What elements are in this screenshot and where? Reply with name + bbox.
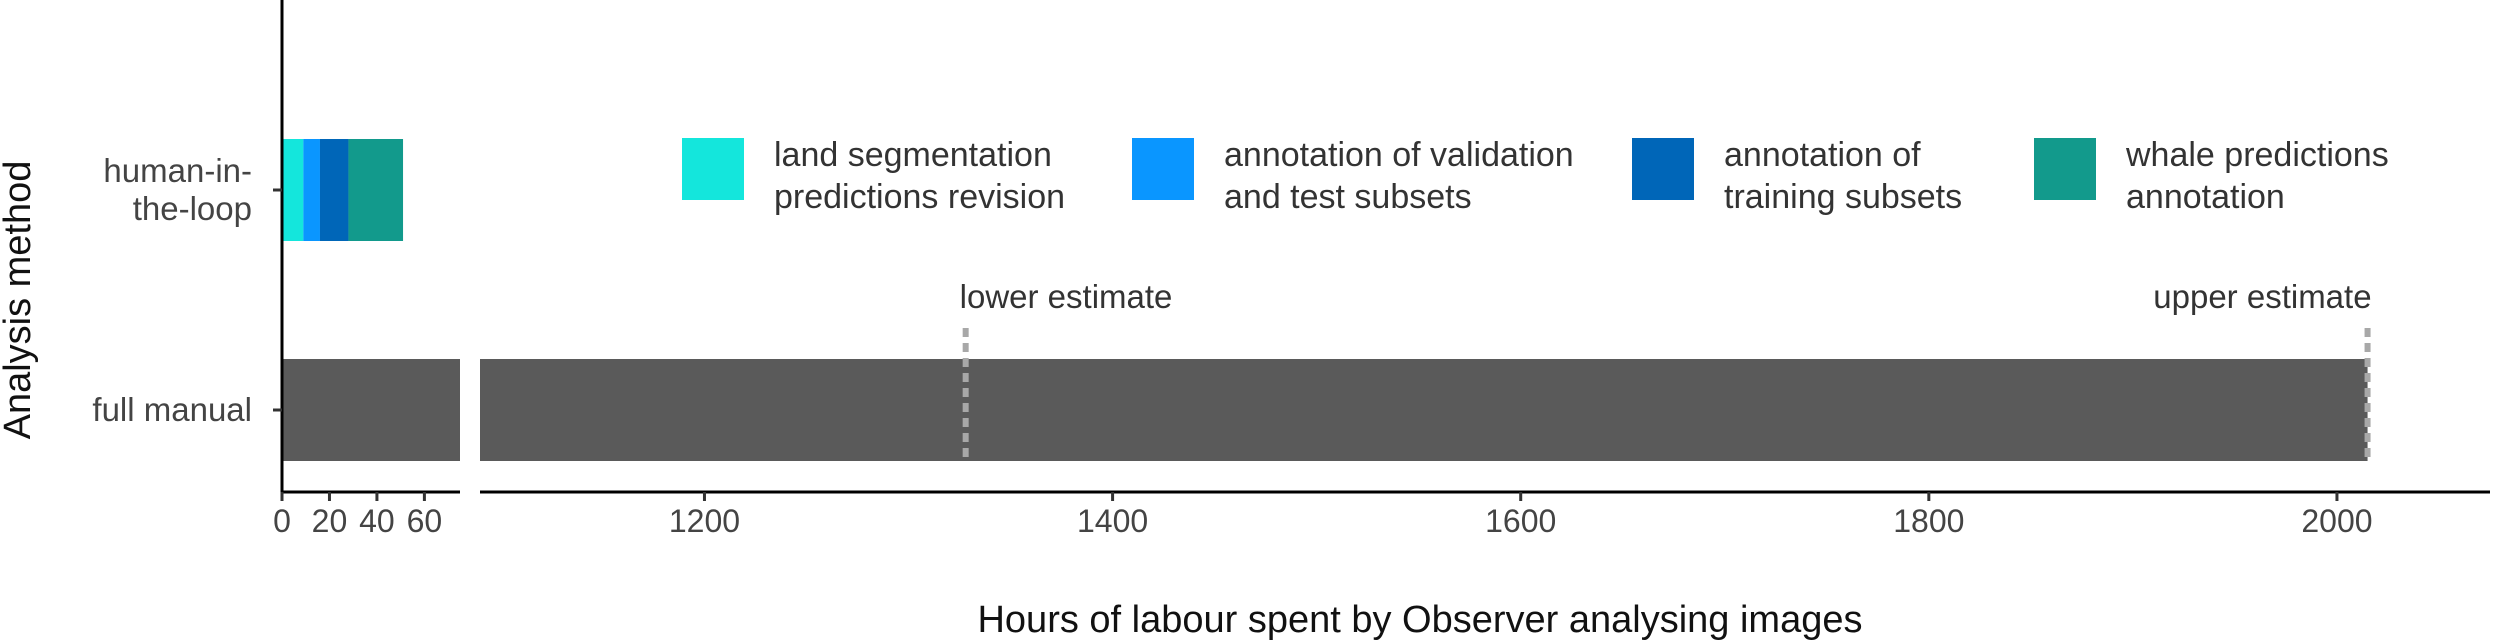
x-tick-label-1600: 1600	[1485, 503, 1556, 539]
legend-key-4	[2034, 138, 2096, 200]
estimate-label-2: upper estimate	[2153, 278, 2371, 315]
x-axis-title: Hours of labour spent by Observer analys…	[977, 599, 1862, 641]
x-tick-label-40: 40	[359, 503, 395, 539]
axes-layer: human-in-the-loop full manual 0 20 40 60 1200 1…	[92, 0, 2490, 539]
y-axis-title: Analysis method	[0, 161, 39, 440]
x-tick-label-1800: 1800	[1893, 503, 1964, 539]
legend-label-4: whale predictions annotation	[2125, 136, 2389, 216]
estimate-label-1: lower estimate	[960, 278, 1173, 315]
x-tick-label-20: 20	[312, 503, 348, 539]
x-tick-label-2000: 2000	[2301, 503, 2372, 539]
bar-hitl-segment-1	[282, 139, 304, 241]
bar-full-manual-right	[480, 359, 2368, 461]
bar-full-manual-left	[282, 359, 460, 461]
x-tick-label-1400: 1400	[1077, 503, 1148, 539]
legend-label-2: annotation of validation and test subsets	[1224, 136, 1574, 216]
x-tick-label-60: 60	[407, 503, 443, 539]
bar-hitl-segment-2	[303, 139, 320, 241]
x-tick-label-0: 0	[273, 503, 291, 539]
bar-hitl-segment-4	[348, 139, 404, 241]
legend: land segmentation predictions revision ann…	[682, 136, 2389, 216]
bars-layer	[282, 139, 2368, 461]
legend-label-1: land segmentation predictions revision	[774, 136, 1065, 216]
annotations-layer: lower estimate upper estimate	[960, 278, 2372, 461]
legend-key-2	[1132, 138, 1194, 200]
legend-key-1	[682, 138, 744, 200]
bar-hitl-segment-3	[319, 139, 349, 241]
y-tick-label-1: human-in-the-loop	[103, 152, 252, 227]
legend-key-3	[1632, 138, 1694, 200]
x-tick-label-1200: 1200	[669, 503, 740, 539]
y-tick-label-2: full manual	[92, 391, 252, 428]
legend-label-3: annotation of training subsets	[1724, 136, 1962, 216]
